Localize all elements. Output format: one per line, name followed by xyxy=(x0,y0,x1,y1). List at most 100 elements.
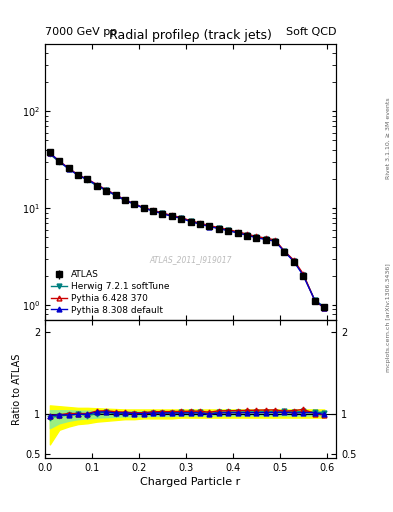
Herwig 7.2.1 softTune xyxy=(198,221,202,227)
Pythia 6.428 370 xyxy=(48,150,52,156)
Pythia 8.308 default xyxy=(57,158,62,164)
Pythia 6.428 370 xyxy=(169,212,174,219)
Herwig 7.2.1 softTune xyxy=(66,166,71,172)
Pythia 8.308 default xyxy=(113,192,118,198)
Pythia 8.308 default xyxy=(226,228,230,234)
Pythia 6.428 370 xyxy=(123,197,127,203)
Pythia 8.308 default xyxy=(76,172,81,178)
Pythia 8.308 default xyxy=(254,234,259,241)
Pythia 6.428 370 xyxy=(244,231,249,237)
Herwig 7.2.1 softTune xyxy=(322,304,327,310)
Pythia 8.308 default xyxy=(104,187,108,194)
Pythia 8.308 default xyxy=(263,237,268,243)
Herwig 7.2.1 softTune xyxy=(132,201,137,207)
Herwig 7.2.1 softTune xyxy=(301,272,305,278)
Herwig 7.2.1 softTune xyxy=(282,248,287,254)
Herwig 7.2.1 softTune xyxy=(76,172,81,178)
Pythia 6.428 370 xyxy=(254,233,259,240)
Herwig 7.2.1 softTune xyxy=(48,151,52,157)
Herwig 7.2.1 softTune xyxy=(104,187,108,194)
Herwig 7.2.1 softTune xyxy=(141,205,146,211)
Pythia 8.308 default xyxy=(322,305,327,311)
Pythia 6.428 370 xyxy=(151,207,156,214)
Pythia 8.308 default xyxy=(85,176,90,182)
Pythia 8.308 default xyxy=(292,258,296,264)
Pythia 8.308 default xyxy=(235,230,240,236)
Pythia 6.428 370 xyxy=(273,237,277,243)
Pythia 6.428 370 xyxy=(301,271,305,277)
Pythia 6.428 370 xyxy=(141,205,146,211)
Pythia 6.428 370 xyxy=(188,218,193,224)
Pythia 6.428 370 xyxy=(160,210,165,216)
Pythia 6.428 370 xyxy=(282,248,287,254)
Pythia 8.308 default xyxy=(132,201,137,207)
Herwig 7.2.1 softTune xyxy=(235,229,240,236)
Pythia 6.428 370 xyxy=(226,226,230,232)
Pythia 8.308 default xyxy=(141,205,146,211)
Herwig 7.2.1 softTune xyxy=(94,183,99,189)
Herwig 7.2.1 softTune xyxy=(244,232,249,238)
Pythia 6.428 370 xyxy=(292,257,296,263)
Herwig 7.2.1 softTune xyxy=(292,258,296,264)
Pythia 8.308 default xyxy=(66,166,71,172)
Herwig 7.2.1 softTune xyxy=(254,234,259,240)
Pythia 8.308 default xyxy=(94,182,99,188)
Text: ATLAS_2011_I919017: ATLAS_2011_I919017 xyxy=(149,254,232,264)
Pythia 6.428 370 xyxy=(207,223,212,229)
Pythia 8.308 default xyxy=(207,224,212,230)
Herwig 7.2.1 softTune xyxy=(188,218,193,224)
Pythia 6.428 370 xyxy=(57,158,62,164)
Herwig 7.2.1 softTune xyxy=(151,208,156,214)
Pythia 8.308 default xyxy=(151,208,156,214)
Text: Rivet 3.1.10, ≥ 3M events: Rivet 3.1.10, ≥ 3M events xyxy=(386,97,391,179)
Pythia 6.428 370 xyxy=(132,201,137,207)
Pythia 8.308 default xyxy=(244,232,249,238)
Herwig 7.2.1 softTune xyxy=(113,193,118,199)
Pythia 6.428 370 xyxy=(322,305,327,311)
Herwig 7.2.1 softTune xyxy=(179,215,184,221)
Pythia 8.308 default xyxy=(188,219,193,225)
Pythia 8.308 default xyxy=(169,213,174,219)
Pythia 8.308 default xyxy=(282,249,287,255)
Pythia 8.308 default xyxy=(160,210,165,217)
Herwig 7.2.1 softTune xyxy=(57,159,62,165)
Pythia 6.428 370 xyxy=(113,191,118,198)
Herwig 7.2.1 softTune xyxy=(207,223,212,229)
Herwig 7.2.1 softTune xyxy=(217,225,221,231)
Line: Herwig 7.2.1 softTune: Herwig 7.2.1 softTune xyxy=(48,152,327,309)
Pythia 8.308 default xyxy=(301,272,305,279)
Pythia 6.428 370 xyxy=(66,165,71,171)
Pythia 6.428 370 xyxy=(217,224,221,230)
X-axis label: Charged Particle r: Charged Particle r xyxy=(140,477,241,487)
Herwig 7.2.1 softTune xyxy=(226,227,230,233)
Pythia 8.308 default xyxy=(179,215,184,221)
Pythia 8.308 default xyxy=(217,225,221,231)
Y-axis label: Ratio to ATLAS: Ratio to ATLAS xyxy=(12,353,22,425)
Herwig 7.2.1 softTune xyxy=(273,238,277,244)
Pythia 6.428 370 xyxy=(263,235,268,241)
Pythia 6.428 370 xyxy=(94,181,99,187)
Herwig 7.2.1 softTune xyxy=(169,213,174,219)
Herwig 7.2.1 softTune xyxy=(160,210,165,217)
Herwig 7.2.1 softTune xyxy=(85,177,90,183)
Pythia 6.428 370 xyxy=(179,215,184,221)
Pythia 6.428 370 xyxy=(85,176,90,182)
Title: Radial profileρ (track jets): Radial profileρ (track jets) xyxy=(109,29,272,42)
Herwig 7.2.1 softTune xyxy=(123,197,127,203)
Herwig 7.2.1 softTune xyxy=(263,236,268,242)
Pythia 8.308 default xyxy=(48,150,52,156)
Pythia 6.428 370 xyxy=(312,298,317,304)
Pythia 6.428 370 xyxy=(104,186,108,193)
Pythia 8.308 default xyxy=(312,297,317,304)
Pythia 6.428 370 xyxy=(76,172,81,178)
Text: 7000 GeV pp: 7000 GeV pp xyxy=(45,27,118,37)
Legend: ATLAS, Herwig 7.2.1 softTune, Pythia 6.428 370, Pythia 8.308 default: ATLAS, Herwig 7.2.1 softTune, Pythia 6.4… xyxy=(48,268,173,317)
Text: Soft QCD: Soft QCD xyxy=(286,27,336,37)
Pythia 6.428 370 xyxy=(198,220,202,226)
Line: Pythia 6.428 370: Pythia 6.428 370 xyxy=(48,151,327,310)
Line: Pythia 8.308 default: Pythia 8.308 default xyxy=(48,151,327,310)
Herwig 7.2.1 softTune xyxy=(312,297,317,303)
Pythia 8.308 default xyxy=(273,238,277,244)
Text: mcplots.cern.ch [arXiv:1306.3436]: mcplots.cern.ch [arXiv:1306.3436] xyxy=(386,263,391,372)
Pythia 6.428 370 xyxy=(235,229,240,235)
